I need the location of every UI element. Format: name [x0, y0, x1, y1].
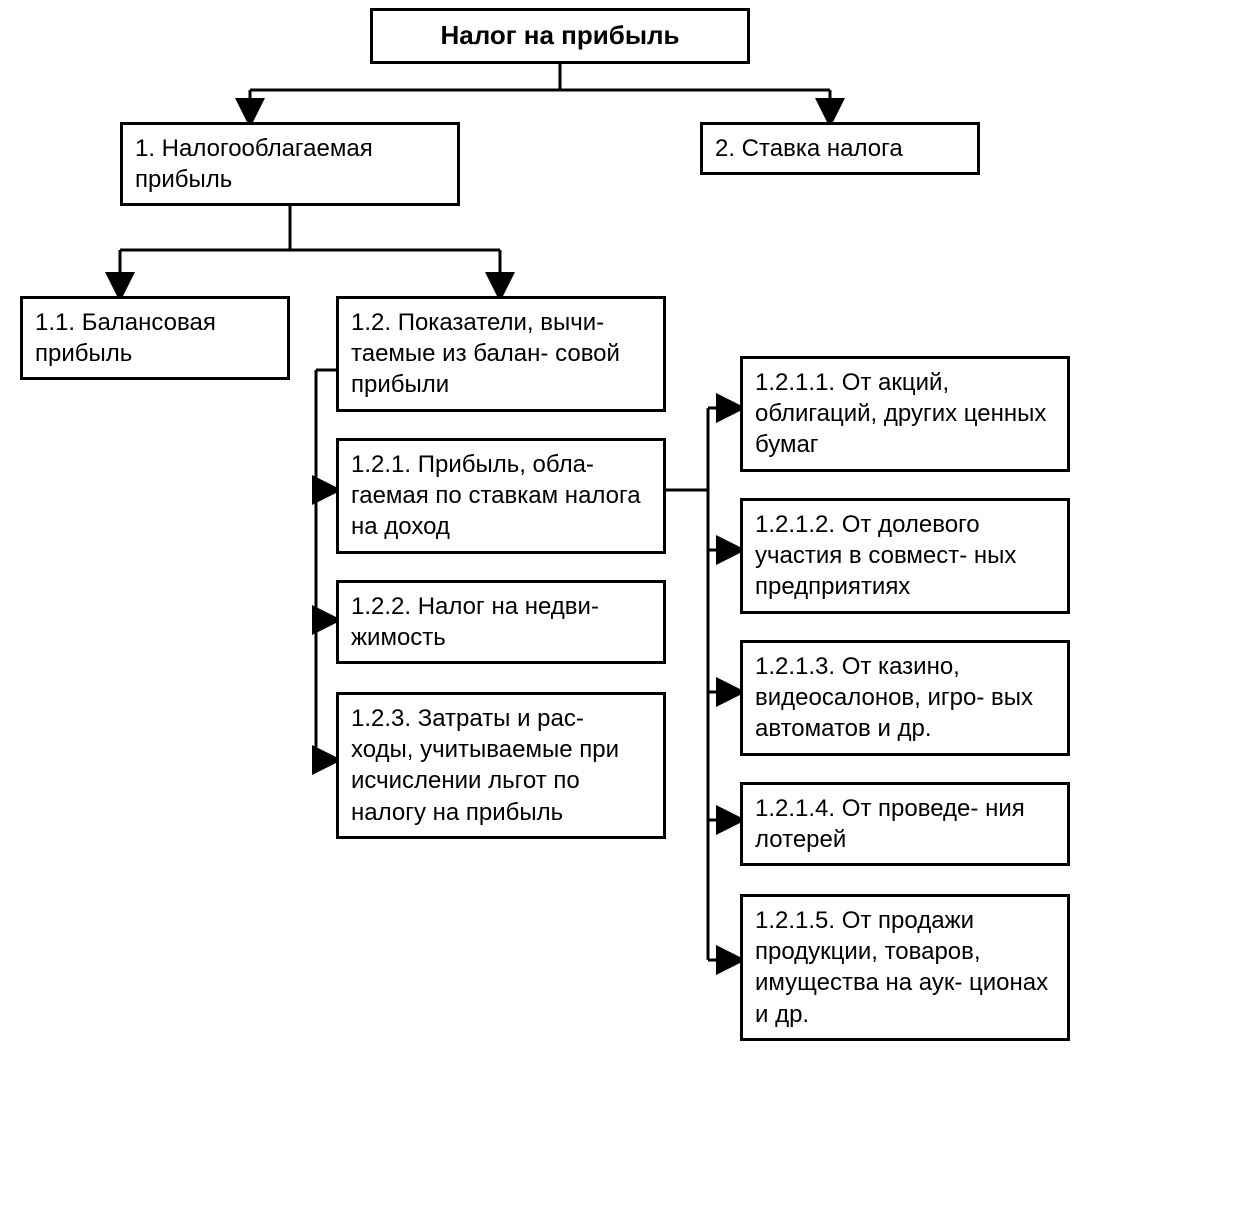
node-root: Налог на прибыль: [370, 8, 750, 64]
node-1-2-1-3: 1.2.1.3. От казино, видеосалонов, игро- …: [740, 640, 1070, 756]
node-1-2-1-5: 1.2.1.5. От продажи продукции, товаров, …: [740, 894, 1070, 1041]
node-1-2-1-4: 1.2.1.4. От проведе- ния лотерей: [740, 782, 1070, 866]
node-1-2: 1.2. Показатели, вычи- таемые из балан- …: [336, 296, 666, 412]
node-1-1: 1.1. Балансовая прибыль: [20, 296, 290, 380]
node-2: 2. Ставка налога: [700, 122, 980, 175]
node-1-2-3: 1.2.3. Затраты и рас- ходы, учитываемые …: [336, 692, 666, 839]
node-1: 1. Налогооблагаемая прибыль: [120, 122, 460, 206]
node-1-2-1: 1.2.1. Прибыль, обла- гаемая по ставкам …: [336, 438, 666, 554]
node-1-2-1-2: 1.2.1.2. От долевого участия в совмест- …: [740, 498, 1070, 614]
node-1-2-2: 1.2.2. Налог на недви- жимость: [336, 580, 666, 664]
node-1-2-1-1: 1.2.1.1. От акций, облигаций, других цен…: [740, 356, 1070, 472]
